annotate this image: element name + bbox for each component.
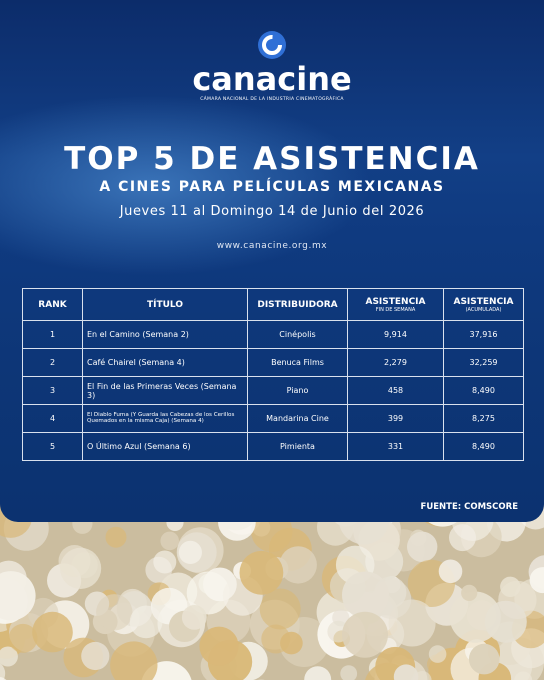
table-cell: 331 — [347, 432, 444, 461]
table-cell: Cinépolis — [247, 320, 348, 349]
popcorn-kernel — [239, 550, 284, 595]
table-cell: 399 — [347, 404, 444, 433]
popcorn-kernel — [8, 623, 38, 653]
table-cell: 1 — [22, 320, 83, 349]
table-cell: Piano — [247, 376, 348, 405]
table-row: 4 El Diablo Fuma (Y Guarda las Cabezas de… — [22, 404, 524, 433]
popcorn-kernel — [340, 665, 358, 680]
popcorn-kernel — [393, 664, 419, 680]
table-row: 2 Café Chairel (Semana 4) Benuca Films 2,27… — [22, 348, 524, 377]
table-cell: Mandarina Cine — [247, 404, 348, 433]
popcorn-kernel — [529, 567, 544, 594]
table-cell: En el Camino (Semana 2) — [82, 320, 248, 349]
popcorn-kernel — [153, 550, 177, 574]
subtitle: A CINES PARA PELÍCULAS MEXICANAS — [99, 179, 445, 195]
popcorn-kernel — [105, 526, 127, 548]
column-header: TÍTULO — [82, 288, 248, 321]
url: www.canacine.org.mx — [216, 241, 328, 251]
table-cell: Pimienta — [247, 432, 348, 461]
table-cell: 2 — [22, 348, 83, 377]
popcorn-kernel — [178, 540, 202, 564]
popcorn-kernel — [0, 676, 7, 680]
popcorn-kernel — [449, 524, 476, 552]
popcorn-kernel — [81, 641, 110, 671]
header-row: RANK TÍTULO DISTRIBUIDORA ASISTENCIA FIN DE … — [22, 288, 524, 321]
popcorn-kernel — [32, 611, 73, 653]
table-cell: 2,279 — [347, 348, 444, 377]
table-cell: El Fin de las Primeras Veces (Semana 3) — [82, 376, 248, 405]
popcorn-kernel — [279, 546, 317, 584]
popcorn-kernel — [484, 600, 527, 643]
popcorn-kernel — [259, 588, 301, 630]
table-cell: 37,916 — [443, 320, 524, 349]
popcorn-kernel — [428, 645, 447, 663]
popcorn-kernel — [160, 531, 179, 551]
popcorn-kernel — [438, 559, 463, 584]
table-cell: 32,259 — [443, 348, 524, 377]
table-cell: 458 — [347, 376, 444, 405]
column-label: DISTRIBUIDORA — [257, 299, 338, 310]
table-cell: 8,490 — [443, 376, 524, 405]
popcorn-kernel — [280, 631, 303, 655]
logo-icon — [258, 31, 286, 59]
popcorn-kernel — [342, 571, 389, 619]
popcorn-kernel — [129, 605, 163, 639]
header-panel: canacine CÁMARA NACIONAL DE LA INDUSTRIA… — [0, 0, 544, 522]
popcorn-kernel — [0, 646, 18, 667]
table-cell: 5 — [22, 432, 83, 461]
column-header: RANK — [22, 288, 83, 321]
logo-subtitle: CÁMARA NACIONAL DE LA INDUSTRIA CINEMATO… — [200, 97, 344, 102]
column-label: RANK — [38, 299, 67, 310]
popcorn-kernel — [342, 611, 388, 658]
column-header: ASISTENCIA FIN DE SEMANA — [347, 288, 444, 321]
popcorn-kernel — [468, 643, 500, 675]
popcorn-kernel — [304, 666, 332, 680]
ranking-table: RANK TÍTULO DISTRIBUIDORA ASISTENCIA FIN DE … — [22, 288, 524, 461]
logo-name: canacine — [192, 60, 352, 98]
popcorn-kernel — [199, 626, 239, 666]
popcorn-kernel — [0, 662, 6, 680]
table-cell: 3 — [22, 376, 83, 405]
column-sublabel: (ACUMULADA) — [465, 306, 502, 313]
source: FUENTE: COMSCORE — [420, 502, 518, 512]
column-label: ASISTENCIA — [453, 296, 514, 307]
table-cell: Café Chairel (Semana 4) — [82, 348, 248, 377]
popcorn-kernel — [181, 605, 207, 630]
popcorn-kernel — [110, 641, 158, 680]
table-cell: El Diablo Fuma (Y Guarda las Cabezas de … — [82, 404, 248, 433]
table-row: 3 El Fin de las Primeras Veces (Semana 3)… — [22, 376, 524, 405]
column-label: TÍTULO — [147, 299, 183, 310]
table-cell: 4 — [22, 404, 83, 433]
table-cell: O Último Azul (Semana 6) — [82, 432, 248, 461]
table-cell: 8,275 — [443, 404, 524, 433]
table-body: 1 En el Camino (Semana 2) Cinépolis 9,914 37… — [22, 320, 524, 461]
column-label: ASISTENCIA — [365, 296, 426, 307]
popcorn-kernel — [407, 531, 438, 562]
date: Jueves 11 al Domingo 14 de Junio del 202… — [119, 204, 425, 219]
popcorn-kernel — [186, 571, 230, 615]
column-sublabel: FIN DE SEMANA — [375, 306, 416, 313]
popcorn-kernel — [58, 545, 91, 577]
popcorn-kernel — [0, 571, 36, 621]
popcorn-kernel — [96, 594, 133, 631]
popcorn-kernel — [461, 584, 478, 601]
table-cell: Benuca Films — [247, 348, 348, 377]
table-cell: 9,914 — [347, 320, 444, 349]
column-header: ASISTENCIA (ACUMULADA) — [443, 288, 524, 321]
column-header: DISTRIBUIDORA — [247, 288, 348, 321]
title: TOP 5 DE ASISTENCIA — [64, 141, 480, 177]
popcorn-kernel — [332, 609, 350, 627]
popcorn-kernel — [279, 617, 330, 667]
table-row: 1 En el Camino (Semana 2) Cinépolis 9,914 37… — [22, 320, 524, 349]
table-cell: 8,490 — [443, 432, 524, 461]
